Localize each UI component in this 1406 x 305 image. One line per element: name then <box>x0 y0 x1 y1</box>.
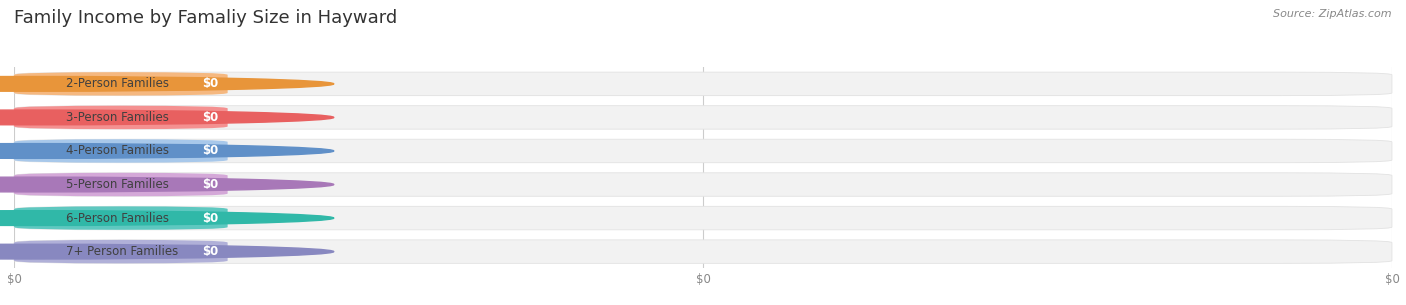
FancyBboxPatch shape <box>14 240 228 263</box>
Circle shape <box>0 177 333 192</box>
FancyBboxPatch shape <box>14 139 228 163</box>
Text: 5-Person Families: 5-Person Families <box>66 178 169 191</box>
Circle shape <box>0 144 333 158</box>
Text: 4-Person Families: 4-Person Families <box>66 145 169 157</box>
Text: 7+ Person Families: 7+ Person Families <box>66 245 179 258</box>
Text: 6-Person Families: 6-Person Families <box>66 212 169 224</box>
FancyBboxPatch shape <box>14 206 1392 230</box>
FancyBboxPatch shape <box>14 240 1392 263</box>
Text: $0: $0 <box>201 245 218 258</box>
FancyBboxPatch shape <box>14 106 1392 129</box>
FancyBboxPatch shape <box>14 72 228 96</box>
Circle shape <box>0 244 333 259</box>
Text: $0: $0 <box>201 111 218 124</box>
Text: $0: $0 <box>201 212 218 224</box>
Text: Source: ZipAtlas.com: Source: ZipAtlas.com <box>1274 9 1392 19</box>
FancyBboxPatch shape <box>14 106 228 129</box>
Text: $0: $0 <box>201 178 218 191</box>
Circle shape <box>0 211 333 225</box>
Text: 2-Person Families: 2-Person Families <box>66 77 169 90</box>
Text: Family Income by Famaliy Size in Hayward: Family Income by Famaliy Size in Hayward <box>14 9 398 27</box>
Circle shape <box>0 77 333 91</box>
Text: $0: $0 <box>201 145 218 157</box>
FancyBboxPatch shape <box>14 173 1392 196</box>
FancyBboxPatch shape <box>14 173 228 196</box>
FancyBboxPatch shape <box>14 139 1392 163</box>
Text: $0: $0 <box>201 77 218 90</box>
FancyBboxPatch shape <box>14 206 228 230</box>
FancyBboxPatch shape <box>14 72 1392 96</box>
Text: 3-Person Families: 3-Person Families <box>66 111 169 124</box>
Circle shape <box>0 110 333 125</box>
